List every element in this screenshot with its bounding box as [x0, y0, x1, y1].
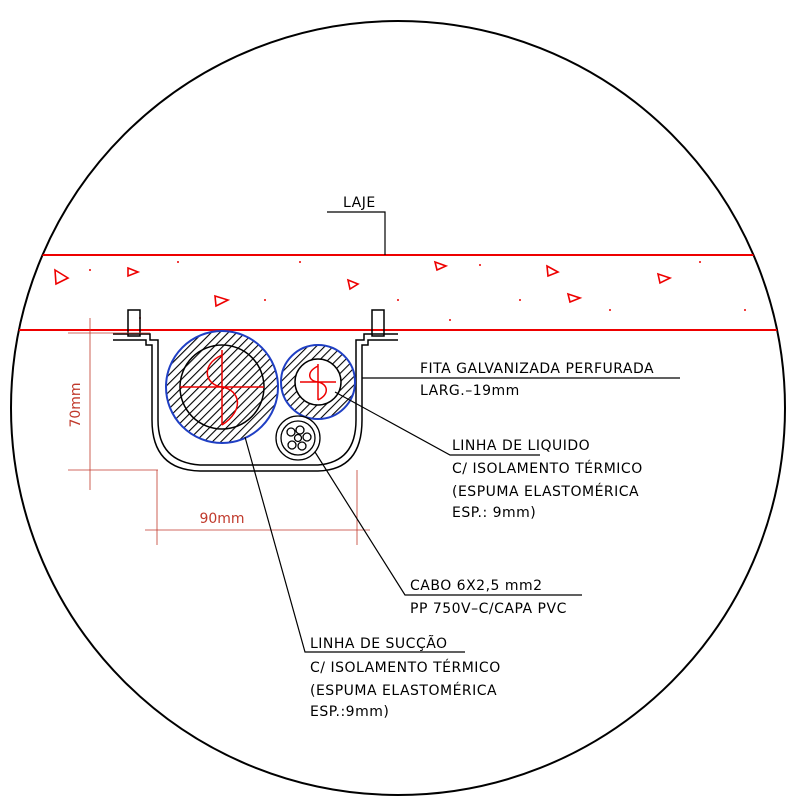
- callout-line: CABO 6X2,5 mm2: [410, 578, 543, 594]
- cable: [275, 415, 321, 461]
- callout-line: LINHA DE SUCÇÃO: [310, 635, 448, 652]
- tray: [113, 309, 398, 472]
- callout-line: ESP.:9mm): [310, 704, 389, 720]
- callout-line: LINHA DE LIQUIDO: [452, 438, 590, 454]
- dim-height: 70mm: [68, 382, 84, 427]
- detail-circle: [10, 20, 786, 796]
- callout-line: ESP.: 9mm): [452, 505, 536, 521]
- slab: [11, 254, 785, 331]
- callout-line: C/ ISOLAMENTO TÉRMICO: [452, 460, 643, 477]
- dim-width: 90mm: [199, 511, 244, 527]
- dimensions: [68, 318, 370, 545]
- liquid-pipe: [280, 344, 356, 420]
- slab-label: LAJE: [343, 195, 376, 211]
- callout-line: FITA GALVANIZADA PERFURADA: [420, 361, 654, 377]
- callout-line: C/ ISOLAMENTO TÉRMICO: [310, 659, 501, 676]
- suction-pipe: [165, 330, 279, 444]
- callout-line: (ESPUMA ELASTOMÉRICA: [452, 483, 639, 500]
- leaders: [244, 211, 680, 653]
- callout-line: LARG.–19mm: [420, 383, 520, 399]
- callout-line: (ESPUMA ELASTOMÉRICA: [310, 682, 497, 699]
- callout-line: PP 750V–C/CAPA PVC: [410, 601, 567, 617]
